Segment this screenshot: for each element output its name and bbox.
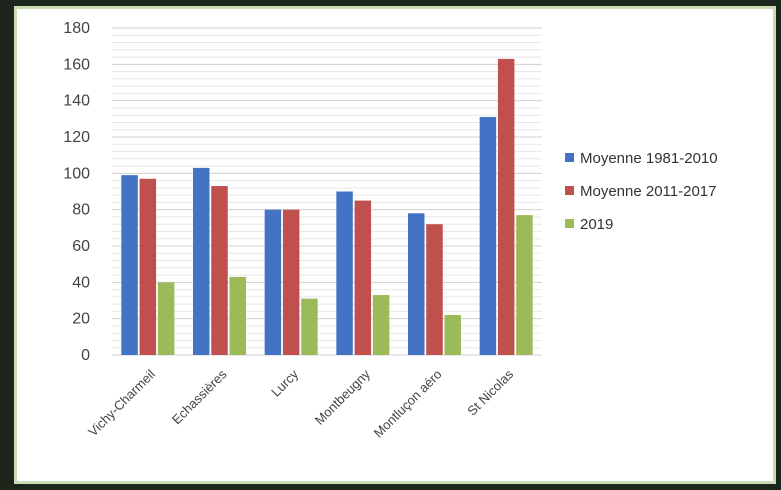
x-tick-label: St Nicolas [464, 366, 516, 418]
legend: Moyenne 1981-2010 Moyenne 2011-2017 2019 [565, 150, 718, 233]
y-tick-label: 80 [72, 202, 90, 219]
y-tick-label: 40 [72, 274, 90, 291]
x-tick-label: Echassières [169, 366, 230, 427]
y-tick-label: 120 [63, 129, 90, 146]
bar-3-6 [516, 215, 533, 355]
legend-swatch [565, 219, 574, 228]
bar-3-4 [372, 295, 390, 355]
y-axis: 0 20 40 60 80 100 120 140 160 180 [63, 20, 90, 364]
bar-1-3 [264, 209, 282, 355]
legend-swatch [565, 186, 574, 195]
y-tick-label: 160 [63, 56, 90, 73]
x-tick-label: Lurcy [268, 366, 301, 399]
y-tick-label: 0 [81, 347, 90, 364]
bar-1-1 [121, 175, 138, 355]
y-tick-label: 180 [63, 20, 90, 37]
x-tick-label: Montbeugny [312, 366, 374, 428]
bar-1-4 [336, 191, 353, 355]
bar-1-6 [479, 117, 497, 356]
y-tick-label: 20 [72, 311, 90, 328]
gridlines [112, 27, 542, 356]
legend-label: Moyenne 2011-2017 [580, 183, 717, 200]
bar-2-2 [211, 186, 228, 355]
bar-2-1 [139, 178, 157, 355]
bar-1-2 [192, 167, 210, 355]
bar-2-6 [497, 58, 515, 356]
y-tick-label: 60 [72, 238, 90, 255]
legend-label: 2019 [580, 216, 613, 233]
x-tick-label: Montluçon aéro [371, 367, 445, 441]
x-axis: Vichy-Charmeil Echassières Lurcy Montbeugny… [85, 366, 516, 440]
bar-2-4 [354, 200, 372, 355]
bar-2-3 [282, 209, 300, 355]
y-tick-label: 100 [63, 165, 90, 182]
bar-2-5 [426, 224, 443, 355]
x-tick-label: Vichy-Charmeil [85, 366, 158, 439]
legend-label: Moyenne 1981-2010 [580, 150, 718, 167]
legend-swatch [565, 153, 574, 162]
bar-3-2 [229, 276, 247, 355]
bar-3-3 [301, 298, 318, 355]
y-tick-label: 140 [63, 93, 90, 110]
bars [121, 58, 533, 356]
bar-1-5 [407, 213, 425, 355]
bar-3-1 [157, 282, 175, 355]
bar-3-5 [444, 315, 462, 355]
